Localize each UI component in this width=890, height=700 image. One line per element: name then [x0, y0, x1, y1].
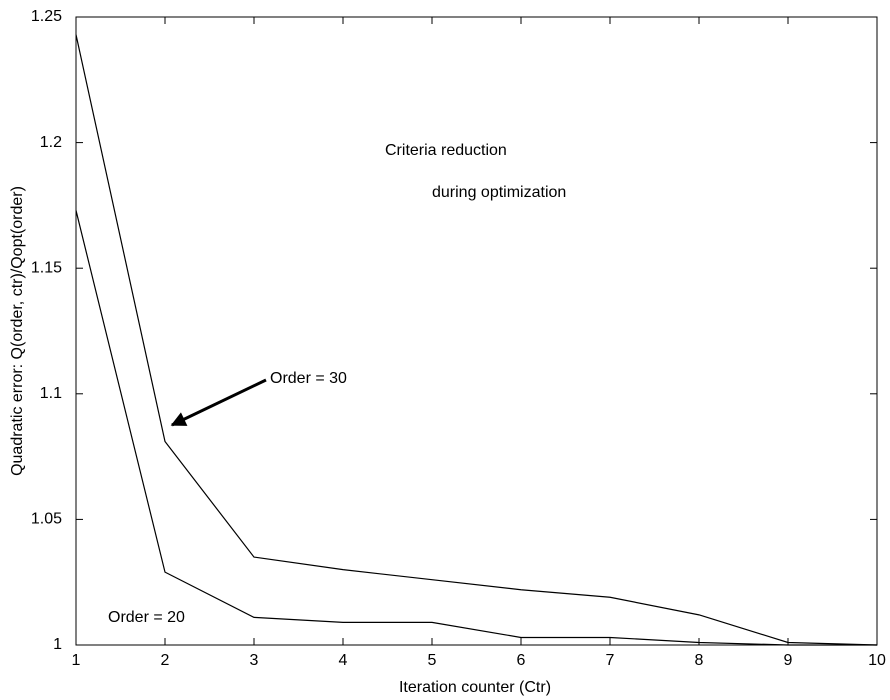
x-tick-label: 4: [339, 652, 348, 669]
y-tick-label: 1.1: [40, 385, 62, 402]
series-line: [75, 210, 877, 646]
x-tick-label: 1: [72, 652, 81, 669]
x-tick-label: 3: [250, 652, 259, 669]
x-tick-label: 8: [695, 652, 704, 669]
plot-frame: [75, 16, 878, 646]
annotation: Criteria reduction: [385, 142, 507, 159]
x-tick-label: 6: [517, 652, 526, 669]
y-tick-label: 1.25: [31, 8, 62, 25]
x-tick-label: 7: [606, 652, 615, 669]
series-label: Order = 20: [108, 609, 185, 626]
y-tick-label: 1.15: [31, 259, 62, 276]
x-tick-label: 2: [161, 652, 170, 669]
series-line: [75, 34, 878, 646]
y-tick-label: 1.2: [40, 134, 62, 151]
annotation: during optimization: [432, 184, 566, 201]
x-tick-label: 10: [868, 652, 886, 669]
x-axis-label: Iteration counter (Ctr): [399, 679, 551, 696]
x-tick-label: 9: [784, 652, 793, 669]
y-axis-label: Quadratic error: Q(order, ctr)/Qopt(orde…: [9, 186, 26, 476]
series-label: Order = 30: [270, 370, 347, 387]
y-tick-label: 1.05: [31, 511, 62, 528]
y-tick-label: 1: [53, 636, 62, 653]
x-tick-label: 5: [428, 652, 437, 669]
annotation-arrow: [170, 378, 267, 427]
